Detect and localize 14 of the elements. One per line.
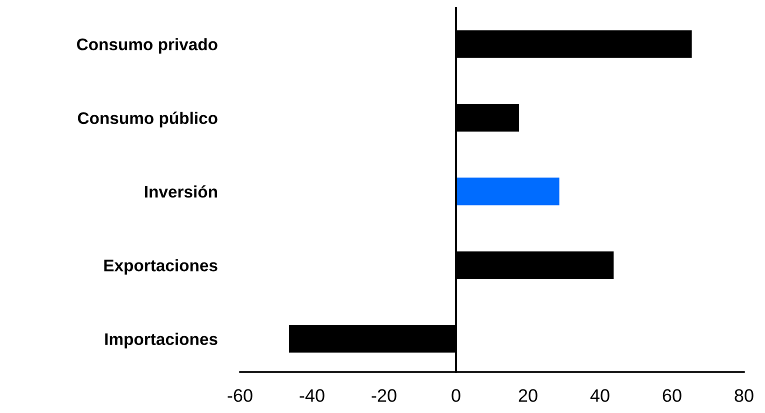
x-tick-label: -40 — [300, 389, 324, 402]
x-tick-label: 0 — [452, 389, 460, 402]
x-tick-label: 20 — [518, 389, 538, 402]
y-tick-label: Exportaciones — [104, 259, 218, 275]
y-tick-label: Inversión — [145, 185, 217, 198]
x-tick-label: 40 — [590, 389, 610, 402]
y-tick-label: Consumo público — [78, 112, 218, 128]
bar — [456, 178, 560, 206]
x-tick-label: -20 — [372, 389, 396, 402]
y-tick-label: Consumo privado — [77, 38, 218, 54]
x-tick-label: 60 — [662, 389, 682, 402]
x-tick-label: 80 — [734, 389, 754, 402]
x-tick-label: -60 — [228, 389, 252, 402]
y-tick-label: Importaciones — [105, 332, 218, 348]
